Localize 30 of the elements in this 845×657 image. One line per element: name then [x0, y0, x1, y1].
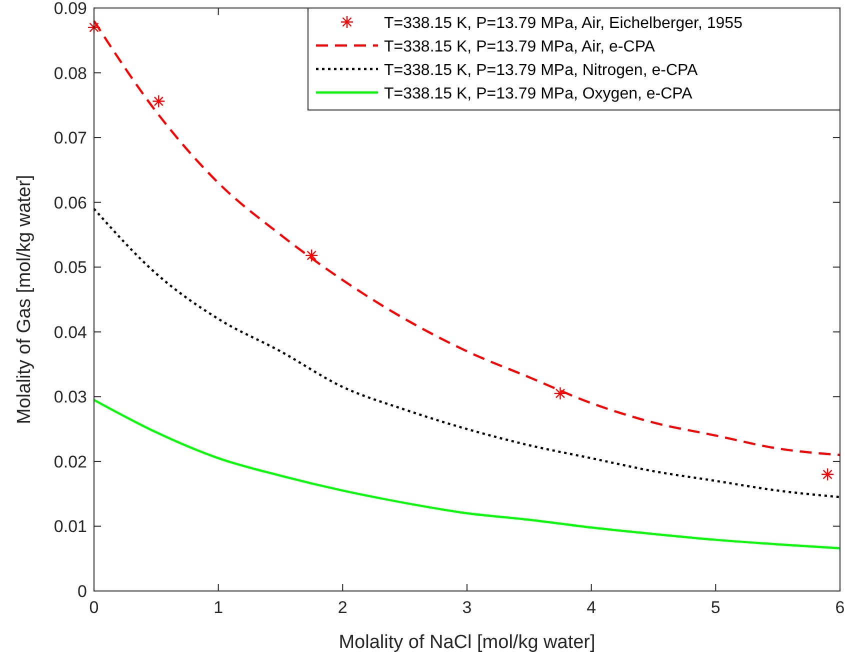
point [820, 468, 834, 481]
y-tick-label: 0.02 [54, 452, 87, 472]
x-axis-title: Molality of NaCl [mol/kg water] [338, 632, 596, 653]
point [554, 386, 567, 400]
point [152, 94, 166, 108]
x-tick-label: 3 [462, 598, 472, 617]
y-tick-label: 0.09 [54, 0, 87, 18]
line-series [92, 398, 842, 550]
y-tick-label: 0.06 [54, 193, 87, 212]
point [304, 248, 318, 262]
legend-label: T=338.15 K, P=13.79 MPa, Air, e-CPA [384, 38, 656, 56]
legend-label: T=338.15 K, P=13.79 MPa, Oxygen, e-CPA [384, 86, 693, 102]
y-tick-label: 0 [78, 582, 87, 601]
x-tick-label: 6 [835, 598, 845, 617]
y-axis-title: Molality of Gas [mol/kg water] [14, 174, 35, 424]
legend-label: T=338.15 K, P=13.79 MPa, Air, Eichelberger, 1955 [384, 15, 743, 32]
line-series [92, 208, 842, 498]
y-tick-label: 0.01 [54, 517, 87, 536]
x-tick-label: 5 [710, 598, 720, 617]
y-tick-label: 0.07 [54, 128, 87, 148]
y-tick-label: 0.08 [54, 64, 87, 83]
y-tick-label: 0.05 [54, 258, 87, 278]
point [87, 20, 101, 34]
y-tick-label: 0.04 [54, 322, 87, 342]
x-tick-label: 0 [89, 598, 99, 617]
x-tick-label: 1 [214, 598, 224, 617]
x-tick-label: 4 [586, 598, 596, 617]
y-tick-label: 0.03 [54, 388, 87, 407]
legend-label: T=338.15 K, P=13.79 MPa, Nitrogen, e-CPA [384, 62, 698, 79]
x-tick-label: 2 [338, 598, 348, 617]
